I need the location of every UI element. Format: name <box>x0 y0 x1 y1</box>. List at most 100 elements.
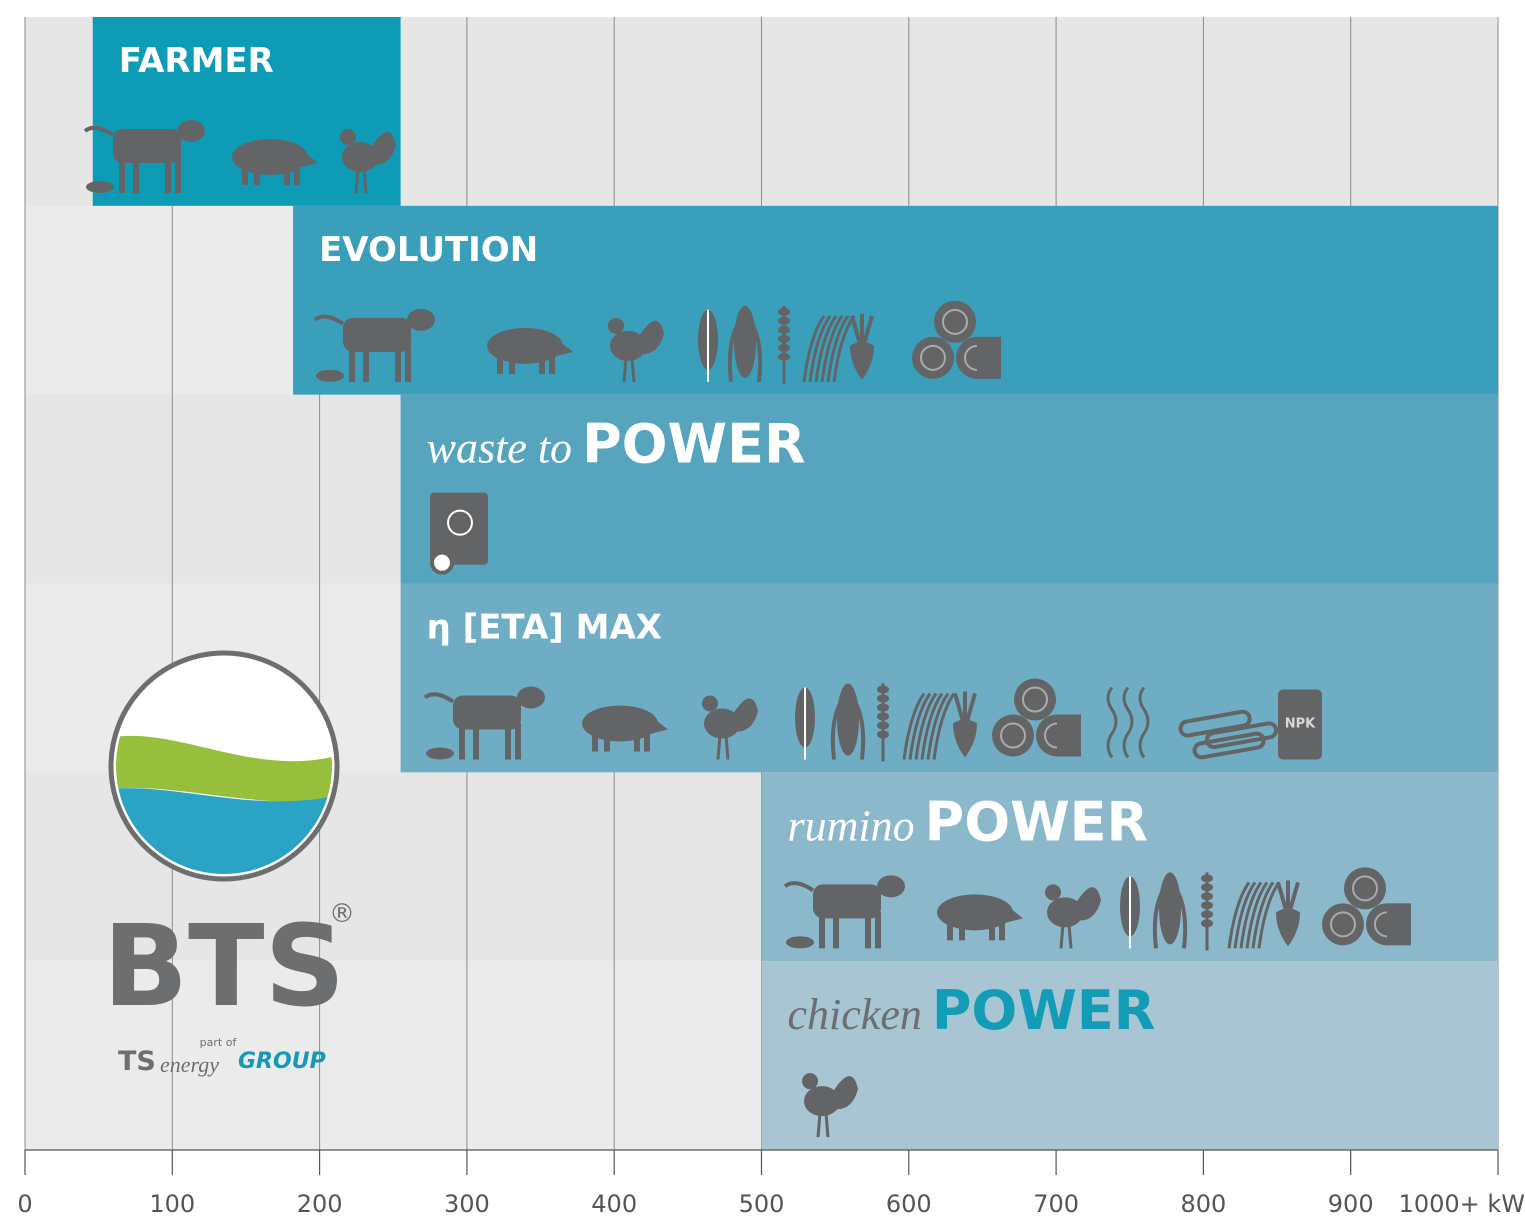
icon-part <box>778 353 790 361</box>
icon-part <box>877 713 889 721</box>
icon-part <box>1201 892 1213 900</box>
icon-part <box>778 326 790 334</box>
icon-part <box>604 732 610 752</box>
icon-part <box>934 301 976 343</box>
bar-title: η [ETA] MAX <box>427 608 662 648</box>
icon-part <box>356 169 358 193</box>
icon-part <box>459 724 465 760</box>
icon-part <box>1061 924 1063 948</box>
icon-part <box>363 346 369 382</box>
icon-part <box>133 157 139 193</box>
bar-title: EVOLUTION <box>319 230 538 270</box>
icon-part <box>877 704 889 712</box>
icon-part <box>702 696 718 712</box>
icon-part <box>1201 919 1213 927</box>
x-tick-label: 200 <box>297 1190 343 1218</box>
icon-part <box>1159 872 1181 944</box>
logo-ts: TS <box>118 1046 156 1077</box>
x-tick-label: 700 <box>1033 1190 1079 1218</box>
x-tick-label: 0 <box>17 1190 32 1218</box>
icon-label: NPK <box>1285 717 1316 732</box>
icon-part <box>1014 679 1056 721</box>
chart: FARMEREVOLUTIONwaste toPOWERη [ETA] MAXN… <box>0 0 1525 1231</box>
icon-part <box>608 318 624 334</box>
icon-part <box>912 337 954 379</box>
icon-part <box>865 912 871 948</box>
bar-title-prefix: chicken <box>788 990 922 1039</box>
x-tick-label: 800 <box>1180 1190 1226 1218</box>
icon-part <box>992 715 1034 757</box>
icon-part <box>405 346 411 382</box>
axis: 01002003004005006007008009001000+ kW <box>17 1150 1525 1218</box>
icon-part <box>473 724 479 760</box>
icon-part <box>778 308 790 316</box>
icon-part <box>718 736 720 760</box>
x-tick-label: 100 <box>149 1190 195 1218</box>
icon-part <box>505 724 511 760</box>
bar-title-name: POWER <box>932 979 1156 1042</box>
bar-title: FARMER <box>119 41 274 81</box>
icon-part <box>819 912 825 948</box>
icon-part <box>734 306 756 378</box>
icon-part <box>837 684 859 756</box>
x-tick-label: 300 <box>444 1190 490 1218</box>
icon-part <box>947 920 953 940</box>
logo-group: GROUP <box>238 1049 326 1074</box>
icon <box>430 493 488 573</box>
icon-part <box>294 165 300 185</box>
icon-part <box>1045 884 1061 900</box>
icon-part <box>778 317 790 325</box>
icon-part <box>426 748 454 760</box>
icon-part <box>833 912 839 948</box>
icon-part <box>977 337 1001 379</box>
icon-part <box>340 129 356 145</box>
icon-part <box>509 354 515 374</box>
x-tick-label: 900 <box>1328 1190 1374 1218</box>
icon-part <box>517 687 545 709</box>
icon-part <box>632 358 634 382</box>
icon-part <box>549 354 555 374</box>
icon-part <box>634 732 640 752</box>
icon-part <box>1201 883 1213 891</box>
icon-part <box>624 358 626 382</box>
logo-energy: energy <box>160 1052 219 1077</box>
icon-part <box>778 344 790 352</box>
bar-title-name: POWER <box>582 413 806 476</box>
icon-part <box>119 157 125 193</box>
icon-part <box>175 157 181 193</box>
logo-registered: ® <box>329 899 355 929</box>
x-tick-label: 1000+ kW <box>1399 1190 1525 1218</box>
bar-title-prefix: waste to <box>427 424 572 473</box>
icon-part <box>786 936 814 948</box>
logo-part-of: part of <box>200 1036 238 1049</box>
x-tick-label: 600 <box>886 1190 932 1218</box>
icon-part <box>1057 715 1081 757</box>
icon-part <box>592 732 598 752</box>
icon-part <box>877 686 889 694</box>
icon-part <box>875 912 881 948</box>
icon-part <box>1069 924 1071 948</box>
icon-part <box>316 370 344 382</box>
icon-part <box>726 736 728 760</box>
icon-part <box>177 120 205 142</box>
icon-part <box>826 1113 828 1137</box>
icon-part <box>778 335 790 343</box>
bar-title-prefix: rumino <box>788 801 915 850</box>
icon-part <box>407 309 435 331</box>
icon-part <box>1201 874 1213 882</box>
icon-part <box>165 157 171 193</box>
icon-part <box>644 732 650 752</box>
icon-part <box>802 1073 818 1089</box>
icon-part <box>86 181 114 193</box>
icon-part <box>395 346 401 382</box>
icon-part <box>1201 901 1213 909</box>
icon-part <box>877 731 889 739</box>
icon-part <box>349 346 355 382</box>
icon-part <box>818 1113 820 1137</box>
icon-part <box>877 875 905 897</box>
icon-part <box>877 695 889 703</box>
icon-part <box>989 920 995 940</box>
icon-part <box>254 165 260 185</box>
icon: NPK <box>1278 690 1322 760</box>
icon-row <box>430 493 488 573</box>
